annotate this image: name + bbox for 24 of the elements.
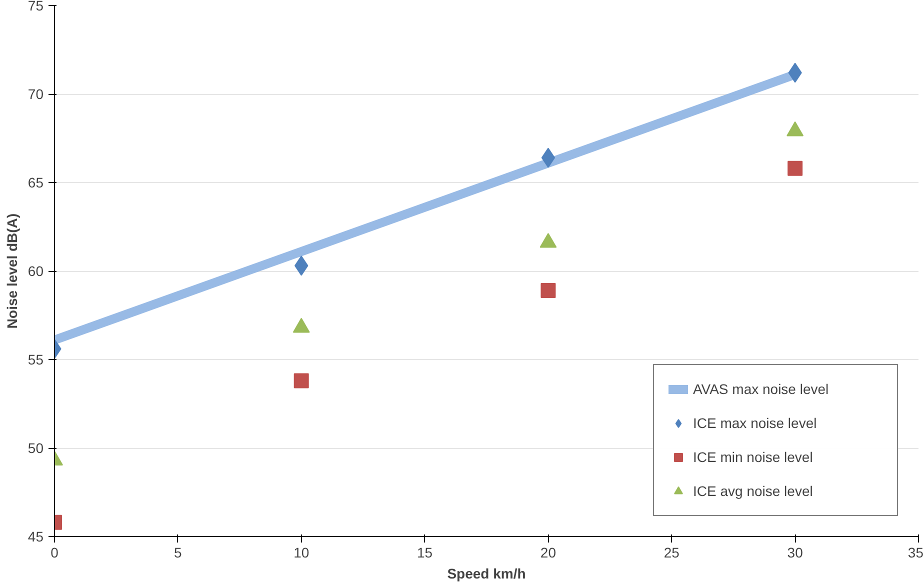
x-axis-title: Speed km/h [447, 566, 526, 582]
y-axis-title: Noise level dB(A) [4, 213, 20, 329]
y-tick-label: 55 [28, 352, 44, 368]
point [788, 160, 803, 176]
x-tick-label: 0 [50, 544, 59, 560]
y-tick-label: 65 [28, 174, 44, 190]
legend-label: ICE max noise level [693, 415, 818, 431]
x-tick-label: 10 [294, 544, 310, 560]
x-tick-label: 30 [787, 544, 804, 560]
legend-label: ICE avg noise level [693, 483, 814, 499]
point [540, 282, 556, 298]
point [541, 148, 556, 168]
y-tick-label: 50 [28, 440, 44, 456]
legend-label: AVAS max noise level [693, 381, 830, 397]
x-tick-label: 15 [417, 544, 433, 560]
y-tick-label: 45 [28, 528, 44, 544]
x-tick-label: 35 [908, 544, 923, 560]
y-tick-label: 60 [28, 263, 44, 279]
y-tick-label: 70 [28, 86, 44, 102]
x-tick-label: 5 [174, 544, 182, 560]
y-tick-label: 75 [28, 0, 44, 14]
x-tick-label: 20 [540, 544, 556, 560]
legend-label: ICE min noise level [693, 449, 814, 465]
x-tick-label: 25 [664, 544, 680, 560]
